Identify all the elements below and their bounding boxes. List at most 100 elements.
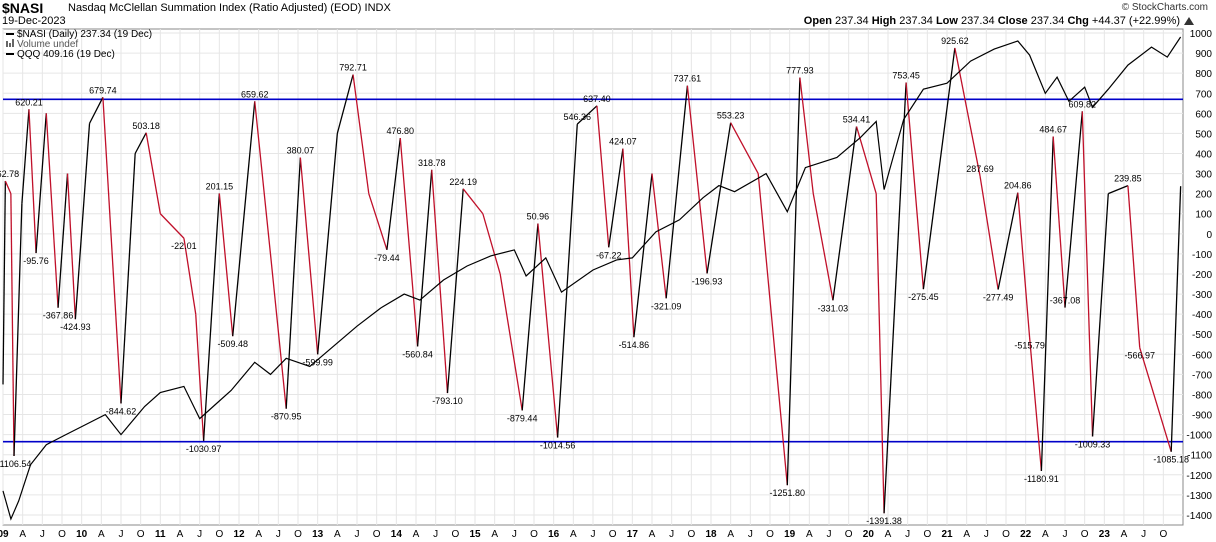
nasi-segment [399,138,419,347]
nasi-segment [13,203,23,457]
x-tick-label: J [669,529,674,540]
value-label: -79.44 [374,253,400,263]
legend-main: $NASI (Daily) 237.34 (19 Dec) [17,29,152,40]
y-tick-label: -1200 [1186,471,1212,482]
open-value: 237.34 [834,15,869,27]
x-tick-label: O [845,529,853,540]
x-tick-label: 12 [233,529,245,540]
value-label: 737.61 [674,74,702,84]
nasi-segment [521,223,539,411]
nasi-segment [1139,347,1172,452]
y-axis: 10009008007006005004003002001000-100-200… [1186,29,1212,522]
x-tick-label: O [923,529,931,540]
nasi-segment [88,97,104,124]
nasi-segment [997,192,1019,290]
nasi-segment [954,47,981,177]
summation-chart: 262.78 -1106.54 620.21 -95.76 -367.86-424.93… [0,28,1212,540]
nasi-segment [499,273,523,411]
y-tick-label: 1000 [1190,29,1213,40]
nasi-segment [462,188,484,215]
nasi-segment [254,101,272,254]
value-label: -599.99 [302,357,333,367]
high-label: High [871,15,897,27]
copyright-label[interactable]: © StockCharts.com [1121,2,1208,13]
x-tick-label: 20 [863,529,875,540]
symbol-description: Nasdaq McClellan Summation Index (Ratio … [68,2,391,14]
value-label: -367.08 [1050,296,1081,306]
y-tick-label: 500 [1195,129,1212,140]
y-tick-label: -700 [1192,370,1212,381]
x-tick-label: 13 [312,529,324,540]
value-label: 546.36 [564,112,592,122]
x-tick-label: A [885,529,892,540]
value-label: 925.62 [941,36,969,46]
y-tick-label: -600 [1192,350,1212,361]
chart-legend: $NASI (Daily) 237.34 (19 Dec) Volume und… [6,29,152,60]
chg-label: Chg [1067,15,1089,27]
nasi-segment [1052,136,1066,308]
nasi-segment [368,193,388,250]
value-label: 204.86 [1004,181,1032,191]
x-tick-label: J [905,529,910,540]
x-tick-label: A [334,529,341,540]
value-label: 50.96 [527,212,550,222]
x-tick-label: O [137,529,145,540]
nasi-segment [1170,186,1182,452]
x-tick-label: 15 [469,529,481,540]
nasi-series [2,47,1182,514]
x-tick-label: O [58,529,66,540]
value-label: -275.45 [908,292,939,302]
x-tick-label: 19 [784,529,796,540]
value-label: 553.23 [717,111,745,121]
value-label: 484.67 [1039,124,1067,134]
value-label: -870.95 [271,412,302,422]
nasi-segment [576,105,598,125]
nasi-segment [269,253,287,409]
x-tick-label: A [727,529,734,540]
value-label: 753.45 [892,71,920,81]
qqq-series [2,36,1182,521]
value-label: 503.18 [132,121,160,131]
x-tick-label: 22 [1020,529,1032,540]
nasi-segment [596,105,610,248]
nasi-segment [2,181,7,385]
nasi-segment [1040,136,1054,471]
nasi-segment [883,82,907,514]
nasi-segment [431,169,449,394]
y-tick-label: 300 [1195,170,1212,181]
nasi-segment [1017,192,1031,338]
x-tick-label: 09 [0,529,9,540]
value-label: -1251.80 [770,488,806,498]
x-tick-label: A [255,529,262,540]
y-tick-label: 0 [1206,230,1212,241]
nasi-segment [786,77,801,486]
value-label: 476.80 [387,126,415,136]
nasi-segment [74,123,91,320]
value-label: -1085.18 [1153,455,1189,465]
nasi-segment [352,74,370,194]
x-tick-label: O [1159,529,1167,540]
nasi-segment [665,85,689,299]
x-tick-label: 18 [705,529,717,540]
value-label: -1106.54 [0,459,31,469]
x-tick-label: 17 [627,529,639,540]
value-label: -321.09 [651,301,682,311]
value-label: -1014.56 [540,441,576,451]
x-tick-label: O [451,529,459,540]
nasi-segment [622,148,635,338]
value-label: 777.93 [786,66,814,76]
nasi-segment [1028,337,1043,472]
legend-volume: Volume undef [17,39,78,50]
y-tick-label: 600 [1195,109,1212,120]
value-label: -879.44 [507,413,538,423]
x-tick-label: 11 [155,529,166,540]
nasi-segment [416,169,433,347]
x-tick-label: J [119,529,124,540]
value-label: 609.82 [1069,99,1097,109]
value-label: -560.84 [402,349,433,359]
nasi-segment [922,47,956,290]
nasi-segment [799,77,814,194]
y-tick-label: -1300 [1186,491,1212,502]
x-tick-label: J [1063,529,1068,540]
nasi-segment [1127,185,1141,348]
